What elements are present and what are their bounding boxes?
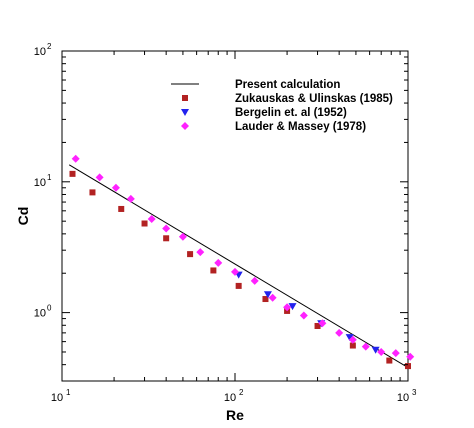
y-tick-exponent: 2 <box>47 42 52 51</box>
legend-label: Lauder & Massey (1978) <box>235 121 366 133</box>
data-point-zukauskas-ulinskas-1985 <box>386 357 393 364</box>
data-point-zukauskas-ulinskas-1985 <box>163 235 170 242</box>
data-point-zukauskas-ulinskas-1985 <box>118 205 125 212</box>
data-point-lauder-massey-1978 <box>250 276 259 285</box>
data-point-lauder-massey-1978 <box>178 232 187 241</box>
data-point-lauder-massey-1978 <box>214 258 223 267</box>
y-tick-exponent: 0 <box>47 304 52 313</box>
legend: Present calculation Zukauskas & Ulinskas … <box>171 79 393 133</box>
legend-symbol-triangle-down <box>181 109 189 116</box>
data-point-lauder-massey-1978 <box>406 352 415 361</box>
data-point-zukauskas-ulinskas-1985 <box>262 296 269 303</box>
data-point-zukauskas-ulinskas-1985 <box>69 170 76 177</box>
x-tick-label: 10 <box>224 392 236 404</box>
y-axis-label: Cd <box>15 207 31 226</box>
legend-symbol-diamond <box>181 122 189 130</box>
x-axis-label: Re <box>226 407 244 423</box>
data-point-zukauskas-ulinskas-1985 <box>405 363 411 370</box>
data-point-bergelin-et-al-1952 <box>288 303 297 311</box>
data-point-zukauskas-ulinskas-1985 <box>141 220 148 227</box>
legend-symbol-square <box>182 95 188 101</box>
x-tick-exponent: 1 <box>66 388 71 397</box>
legend-label: Zukauskas & Ulinskas (1985) <box>235 93 393 105</box>
y-tick-label: 10 <box>34 46 46 58</box>
x-tick-exponent: 2 <box>239 388 244 397</box>
data-point-bergelin-et-al-1952 <box>345 334 354 342</box>
data-point-lauder-massey-1978 <box>318 319 327 328</box>
data-point-lauder-massey-1978 <box>196 248 205 257</box>
legend-label: Present calculation <box>235 79 340 91</box>
data-point-lauder-massey-1978 <box>361 342 370 351</box>
data-point-lauder-massey-1978 <box>377 347 386 356</box>
data-point-zukauskas-ulinskas-1985 <box>349 342 356 349</box>
data-point-lauder-massey-1978 <box>335 328 344 337</box>
data-point-zukauskas-ulinskas-1985 <box>89 189 96 196</box>
data-point-lauder-massey-1978 <box>126 194 135 203</box>
data-point-lauder-massey-1978 <box>391 349 400 358</box>
data-marks <box>68 154 415 370</box>
data-point-zukauskas-ulinskas-1985 <box>187 251 194 258</box>
x-tick-exponent: 3 <box>412 388 417 397</box>
data-point-lauder-massey-1978 <box>162 224 171 233</box>
data-point-zukauskas-ulinskas-1985 <box>210 267 217 274</box>
data-point-lauder-massey-1978 <box>231 267 239 276</box>
y-tick-label: 10 <box>34 308 46 320</box>
axis-ticks: 10 1 10 2 10 310 010 110 2 <box>34 42 417 404</box>
data-point-bergelin-et-al-1952 <box>263 291 272 299</box>
y-tick-label: 10 <box>34 177 46 189</box>
data-point-bergelin-et-al-1952 <box>371 346 380 354</box>
data-point-lauder-massey-1978 <box>283 303 292 312</box>
data-point-lauder-massey-1978 <box>147 214 156 223</box>
x-tick-label: 10 <box>397 392 409 404</box>
data-point-lauder-massey-1978 <box>299 311 308 320</box>
x-tick-label: 10 <box>51 392 63 404</box>
series-line-present-calculation <box>68 164 409 369</box>
data-point-zukauskas-ulinskas-1985 <box>235 282 242 289</box>
data-point-lauder-massey-1978 <box>71 154 80 163</box>
data-point-lauder-massey-1978 <box>348 335 357 344</box>
data-point-zukauskas-ulinskas-1985 <box>314 322 321 329</box>
data-point-lauder-massey-1978 <box>268 293 277 302</box>
data-point-lauder-massey-1978 <box>95 173 104 182</box>
legend-label: Bergelin et. al (1952) <box>235 107 347 119</box>
y-tick-exponent: 1 <box>47 173 52 182</box>
data-point-lauder-massey-1978 <box>111 183 120 192</box>
